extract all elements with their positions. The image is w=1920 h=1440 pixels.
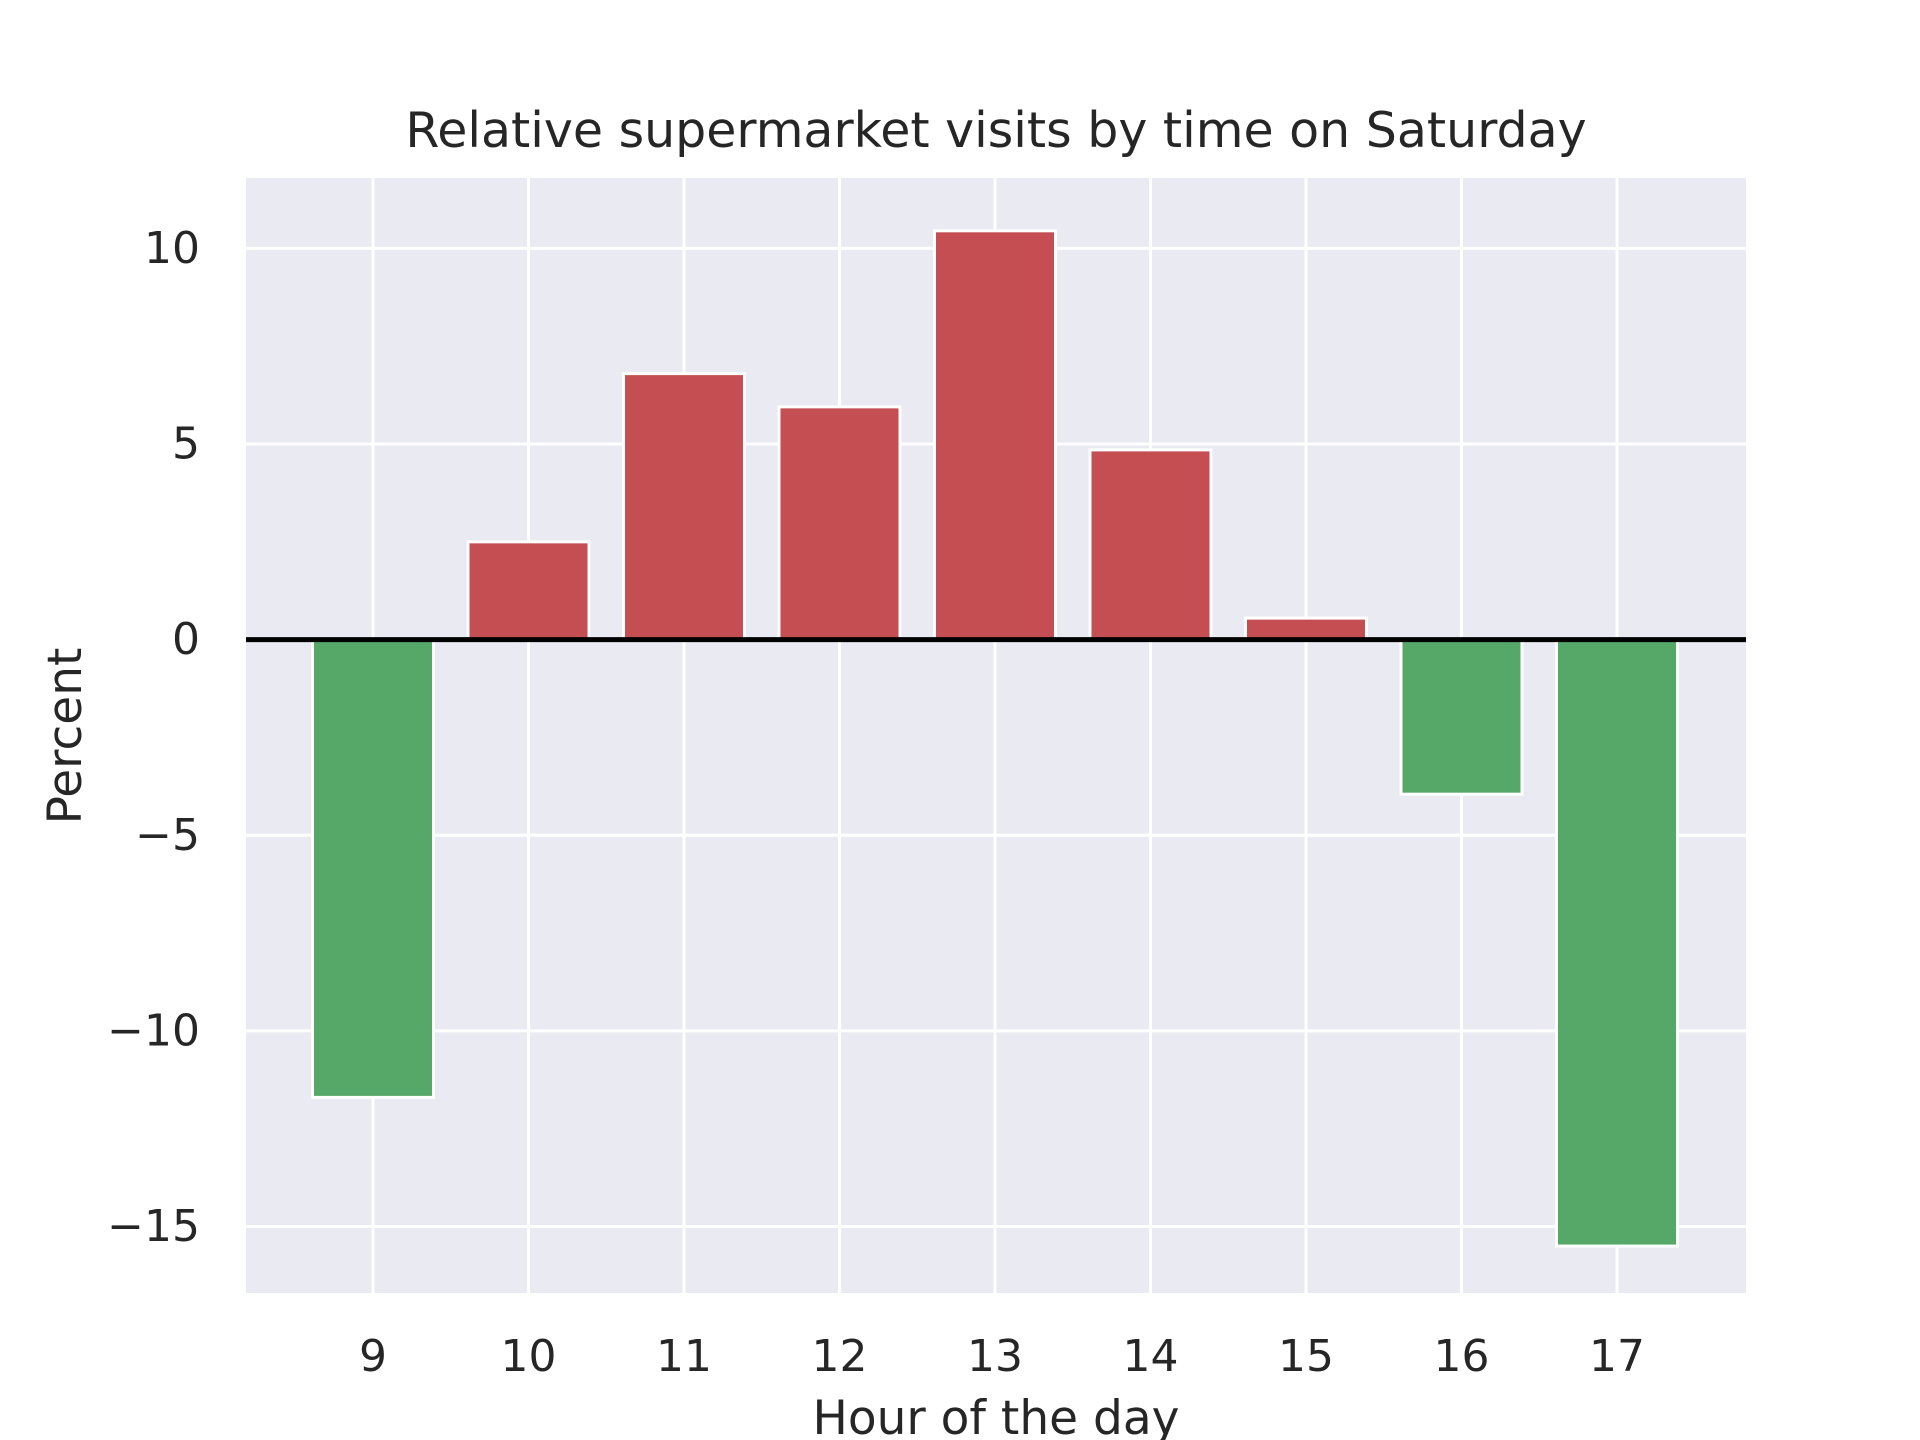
bar-13: [933, 229, 1057, 642]
bar-10: [466, 540, 591, 642]
bar-15: [1244, 616, 1368, 642]
x-tick-label: 11: [656, 1331, 712, 1382]
bar-9: [311, 638, 435, 1099]
bar-17: [1555, 638, 1679, 1248]
x-tick-label: 10: [501, 1331, 557, 1382]
x-tick-label: 13: [967, 1331, 1023, 1382]
x-tick-label: 15: [1278, 1331, 1334, 1382]
y-tick-label: −10: [107, 1005, 200, 1056]
y-tick-label: −15: [107, 1201, 200, 1252]
bar-14: [1088, 448, 1213, 642]
chart-title: Relative supermarket visits by time on S…: [405, 102, 1586, 159]
bars: [311, 229, 1679, 1248]
x-tick-label: 17: [1589, 1331, 1645, 1382]
y-tick-label: −5: [135, 810, 200, 861]
y-tick-labels: 10 5 0 −5 −10 −15: [107, 223, 200, 1252]
x-tick-label: 12: [812, 1331, 868, 1382]
x-tick-label: 14: [1123, 1331, 1179, 1382]
x-tick-labels: 9 10 11 12 13 14 15 16 17: [359, 1331, 1645, 1382]
y-axis-label: Percent: [38, 648, 93, 825]
x-tick-label: 16: [1434, 1331, 1490, 1382]
x-axis-label: Hour of the day: [813, 1391, 1180, 1440]
bar-11: [622, 372, 746, 642]
y-tick-label: 10: [144, 223, 200, 274]
y-tick-label: 5: [172, 419, 200, 470]
y-tick-label: 0: [172, 614, 200, 665]
bar-16: [1399, 638, 1524, 796]
bar-12: [777, 405, 902, 642]
x-tick-label: 9: [359, 1331, 387, 1382]
